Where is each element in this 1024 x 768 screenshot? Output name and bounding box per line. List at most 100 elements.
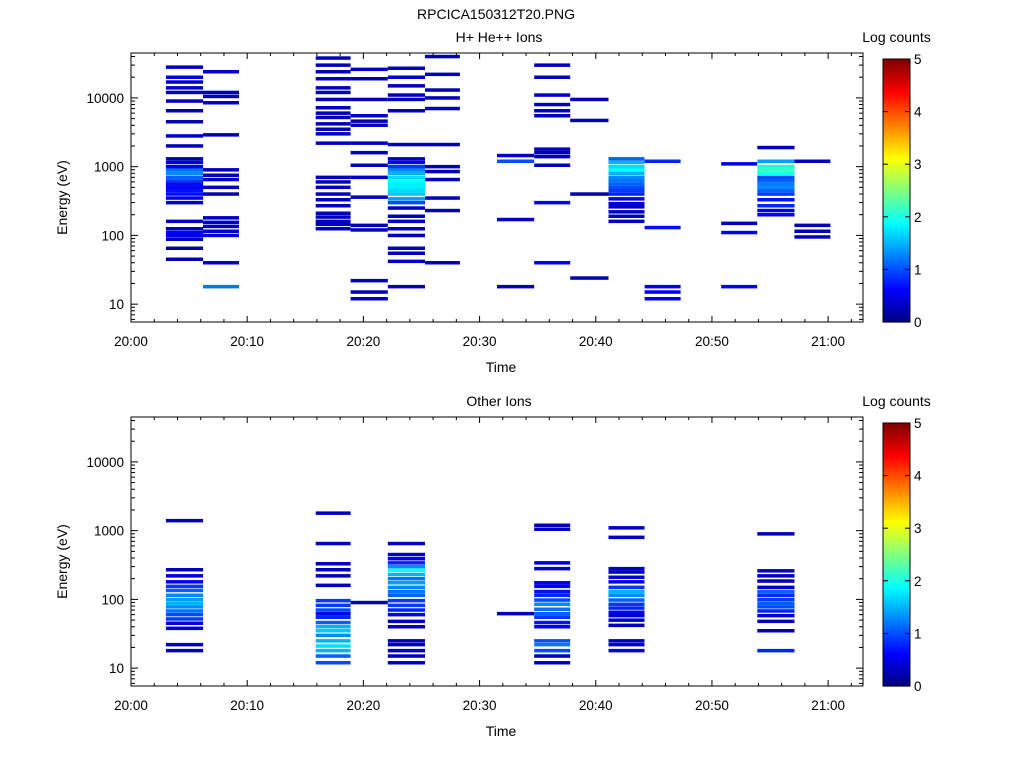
data-cell (757, 164, 795, 169)
colorbar-segment (883, 431, 910, 435)
data-cell (203, 70, 239, 74)
panel-title: H+ He++ Ions (456, 29, 543, 45)
colorbar-segment (883, 469, 910, 472)
data-cell (387, 168, 425, 172)
data-cell (534, 625, 571, 629)
colorbar-segment (883, 159, 910, 163)
colorbar-segment (883, 223, 910, 227)
colorbar-segment (883, 144, 910, 148)
data-cell (608, 201, 645, 206)
x-tick-label: 20:50 (695, 698, 729, 713)
data-cell (534, 615, 571, 619)
data-cell (387, 642, 425, 647)
data-cell (203, 233, 239, 238)
data-cell (315, 56, 351, 60)
data-cell (165, 157, 204, 161)
colorbar-segment (883, 76, 910, 80)
colorbar-segment (883, 280, 910, 284)
data-cell (350, 223, 388, 228)
colorbar-segment (883, 681, 910, 685)
data-cell (721, 221, 758, 226)
data-cell (315, 568, 351, 572)
data-cell (757, 204, 795, 208)
colorbar-segment (883, 659, 910, 663)
data-cell (534, 654, 571, 658)
data-cell (315, 198, 351, 202)
data-cell (757, 178, 795, 183)
data-cell (757, 619, 795, 624)
colorbar-segment (883, 666, 910, 670)
data-cell (644, 284, 681, 289)
data-cell (387, 608, 425, 612)
data-cell (534, 581, 571, 585)
colorbar-segment (883, 94, 910, 97)
data-cell (165, 185, 204, 190)
colorbar-segment (883, 282, 910, 286)
data-cell (497, 217, 535, 222)
colorbar-tick-label: 3 (914, 157, 922, 172)
colorbar-segment (883, 107, 910, 111)
colorbar-segment (883, 72, 910, 75)
colorbar-segment (883, 129, 910, 132)
data-cell (387, 185, 425, 190)
colorbar-segment (883, 78, 910, 82)
data-cell (165, 233, 204, 238)
data-cell (757, 175, 795, 180)
data-cell (534, 584, 571, 589)
colorbar-segment (883, 265, 910, 268)
data-cell (608, 535, 645, 540)
data-cell (387, 589, 425, 594)
colorbar-segment (883, 565, 910, 569)
data-cell (534, 611, 571, 616)
colorbar: 0 1 2 3 4 5 Log counts (862, 29, 931, 330)
data-cell (757, 569, 795, 573)
data-cell (165, 168, 204, 172)
data-cell (203, 177, 239, 182)
data-cell (203, 90, 239, 95)
colorbar-segment (883, 291, 910, 295)
colorbar-segment (883, 607, 910, 610)
data-cell (315, 127, 351, 131)
data-cell (534, 589, 571, 594)
data-cell (425, 88, 460, 92)
data-cell (315, 654, 351, 658)
colorbar-segment (883, 585, 910, 588)
colorbar-segment (883, 262, 910, 266)
data-cell (165, 164, 204, 169)
colorbar-segment (883, 221, 910, 224)
data-cell (315, 629, 351, 633)
colorbar-segment (883, 295, 910, 299)
colorbar-segment (883, 657, 910, 661)
data-cell (534, 75, 571, 79)
colorbar-segment (883, 563, 910, 567)
data-cell (315, 574, 351, 578)
data-cell (608, 171, 645, 176)
colorbar-segment (883, 486, 910, 490)
data-cell (315, 132, 351, 136)
data-cell (757, 605, 795, 609)
colorbar-tick-label: 0 (914, 679, 922, 694)
colorbar-segment (883, 170, 910, 174)
data-cell (203, 284, 239, 289)
colorbar-segment (883, 506, 910, 510)
colorbar-segment (883, 425, 910, 428)
data-cell (425, 96, 460, 100)
y-tick-label: 10 (109, 661, 124, 676)
data-cell (315, 644, 351, 648)
data-cell (608, 188, 645, 193)
colorbar-segment (883, 523, 910, 527)
colorbar-segment (883, 131, 910, 135)
data-cell (387, 572, 425, 577)
data-cell (315, 625, 351, 629)
data-cell (387, 661, 425, 665)
colorbar-segment (883, 611, 910, 615)
colorbar-segment (883, 216, 910, 220)
data-cell (608, 648, 645, 653)
data-cell (497, 611, 535, 616)
data-cell (387, 197, 425, 201)
y-tick-label: 1000 (94, 524, 124, 539)
data-cell (315, 219, 351, 224)
data-cell (608, 175, 645, 180)
data-cell (757, 171, 795, 176)
colorbar-segment (883, 561, 910, 564)
